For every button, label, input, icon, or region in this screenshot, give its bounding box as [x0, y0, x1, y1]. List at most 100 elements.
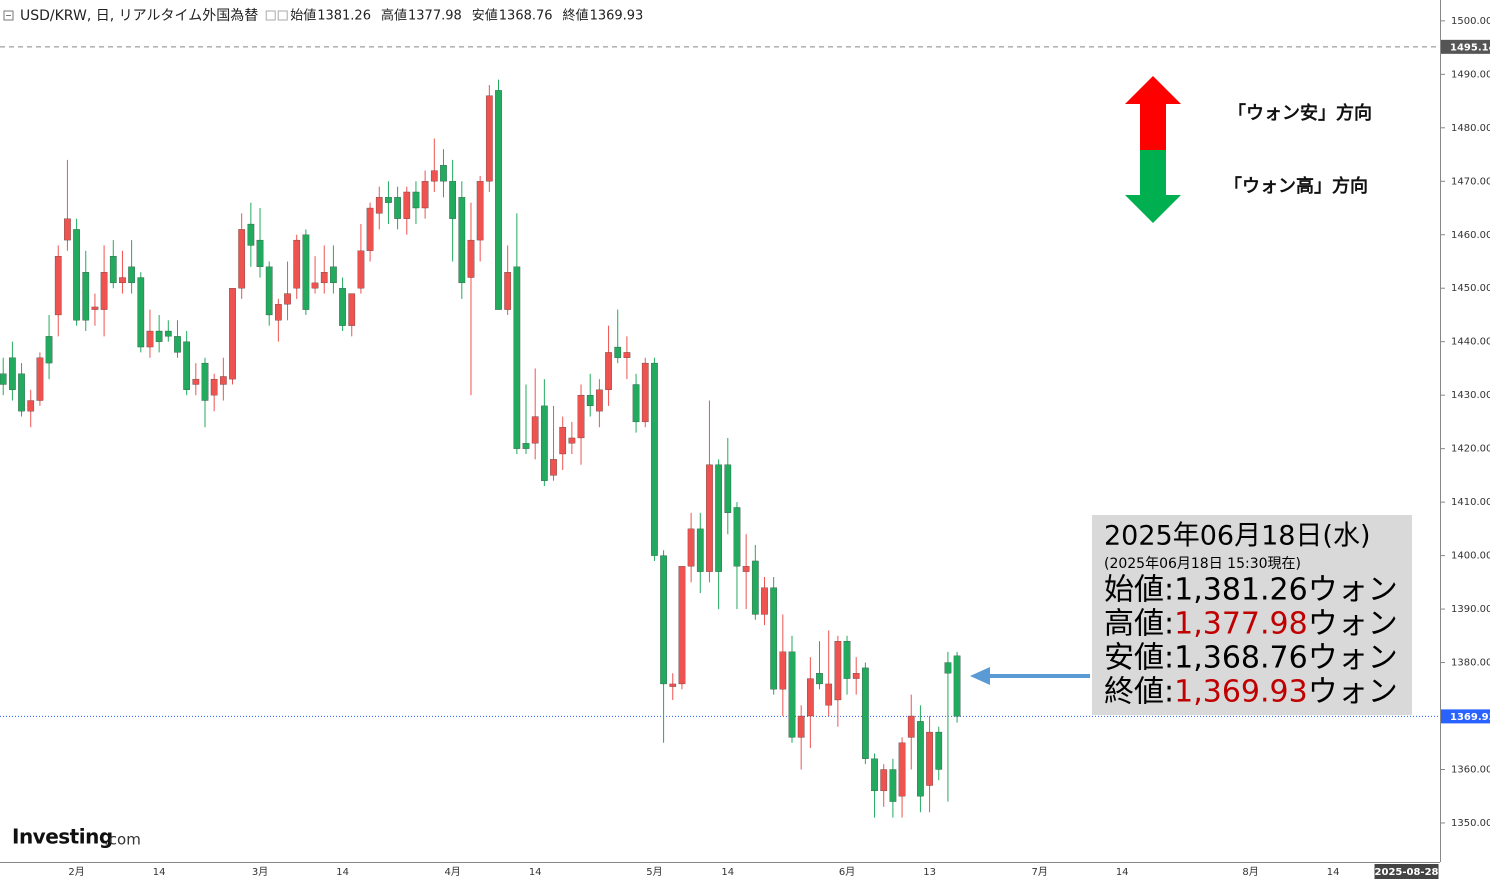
- x-tick-label: 14: [1327, 867, 1340, 878]
- candle-body: [559, 427, 567, 455]
- candle-body: [36, 357, 44, 401]
- candle-body: [926, 731, 933, 786]
- row-unit: ウォン: [1308, 573, 1398, 608]
- candle-body: [146, 330, 154, 348]
- y-tick-label: 1490.00: [1451, 69, 1490, 80]
- down-label: 「ウォン高」方向: [1224, 175, 1368, 197]
- candle-body: [696, 528, 704, 572]
- y-tick-label: 1390.00: [1451, 604, 1490, 615]
- row-label: 高値:: [1104, 607, 1174, 642]
- candle-body: [953, 655, 961, 717]
- candle-body: [73, 229, 80, 321]
- price-tag: [1441, 39, 1490, 54]
- candle-body: [82, 272, 90, 321]
- candle-body: [238, 229, 246, 289]
- candle-body: [183, 341, 190, 390]
- candle-body: [45, 336, 53, 364]
- candle-body: [669, 683, 677, 687]
- candle-body: [898, 742, 906, 797]
- candle-body: [632, 384, 640, 423]
- candle-body: [421, 181, 429, 209]
- candle-body: [889, 769, 897, 802]
- candle-body: [91, 306, 99, 310]
- row-unit: ウォン: [1308, 641, 1398, 676]
- x-tick-label: 14: [721, 867, 734, 878]
- candle-body: [843, 641, 851, 679]
- candle-body: [733, 507, 741, 567]
- candle-body: [852, 673, 860, 679]
- candle-body: [137, 277, 145, 348]
- down-arrow: [1125, 150, 1181, 223]
- candle-body: [880, 769, 888, 792]
- candle-body: [311, 282, 319, 289]
- x-tick-label: 14: [1116, 867, 1129, 878]
- up-label: 「ウォン安」方向: [1228, 102, 1372, 124]
- candle-body: [229, 288, 236, 380]
- row-value: 1,369.93: [1174, 675, 1308, 710]
- row-value: 1,381.26: [1174, 573, 1308, 608]
- row-unit: ウォン: [1308, 675, 1398, 710]
- candle-body: [568, 437, 576, 444]
- y-tick-label: 1350.00: [1451, 818, 1490, 829]
- header-value: 1368.76: [499, 9, 553, 24]
- x-tick-label: 6月: [839, 866, 855, 878]
- candle-body: [825, 683, 833, 706]
- y-tick-label: 1450.00: [1451, 283, 1490, 294]
- panel-date: 2025年06月18日(水): [1104, 521, 1371, 552]
- candle-body: [944, 662, 952, 674]
- candle-body: [394, 197, 401, 219]
- candle-body: [724, 464, 732, 513]
- candle-body: [550, 459, 557, 476]
- candle-body: [339, 288, 346, 326]
- x-tick-label: 5月: [646, 866, 662, 878]
- candle-body: [27, 400, 35, 412]
- candle-body: [770, 587, 778, 690]
- row-unit: ウォン: [1308, 607, 1398, 642]
- header-label: 高値: [381, 8, 407, 24]
- y-tick-label: 1440.00: [1451, 337, 1490, 348]
- header-value: 1377.98: [408, 9, 462, 24]
- logo-name: Investing: [12, 825, 113, 849]
- candle-body: [715, 464, 722, 572]
- y-tick-label: 1500.00: [1451, 16, 1490, 27]
- panel-box: [1092, 515, 1412, 715]
- candle-body: [366, 207, 374, 251]
- candle-body: [164, 330, 172, 337]
- row-label: 安値:: [1104, 641, 1174, 676]
- candle-body: [201, 362, 209, 401]
- candle-body: [100, 272, 108, 310]
- candle-body: [219, 376, 227, 385]
- x-tick-label: 14: [336, 867, 349, 878]
- candle-body: [816, 673, 823, 685]
- candle-body: [320, 272, 328, 284]
- price-tag-label: 1495.14: [1450, 42, 1490, 53]
- candle-body: [761, 587, 768, 615]
- candle-body: [302, 234, 310, 310]
- candle-body: [430, 170, 438, 182]
- x-tick-label: 8月: [1242, 866, 1258, 878]
- y-tick-label: 1420.00: [1451, 444, 1490, 455]
- candle-body: [174, 336, 181, 353]
- symbol: USD/KRW, 日, リアルタイム外国為替: [20, 8, 258, 24]
- candle-body: [9, 357, 16, 390]
- candle-body: [871, 758, 878, 792]
- candle-body: [678, 566, 686, 685]
- header-label: 始値: [290, 8, 316, 24]
- collapse-icon[interactable]: [3, 10, 14, 21]
- candle-body: [119, 277, 126, 284]
- candle-body: [605, 352, 612, 390]
- candle-body: [476, 181, 484, 241]
- candle-body: [256, 239, 264, 267]
- candle-body: [348, 293, 356, 326]
- candle-body: [64, 218, 71, 241]
- candle-body: [403, 191, 411, 219]
- candle-body: [742, 566, 750, 572]
- info-panel: 2025年06月18日(水) (2025年06月18日 15:30現在) 始値:…: [970, 515, 1412, 715]
- candle-body: [357, 250, 365, 289]
- y-tick-label: 1400.00: [1451, 551, 1490, 562]
- up-arrow: [1125, 76, 1181, 150]
- candle-body: [467, 239, 475, 278]
- candle-body: [660, 555, 667, 685]
